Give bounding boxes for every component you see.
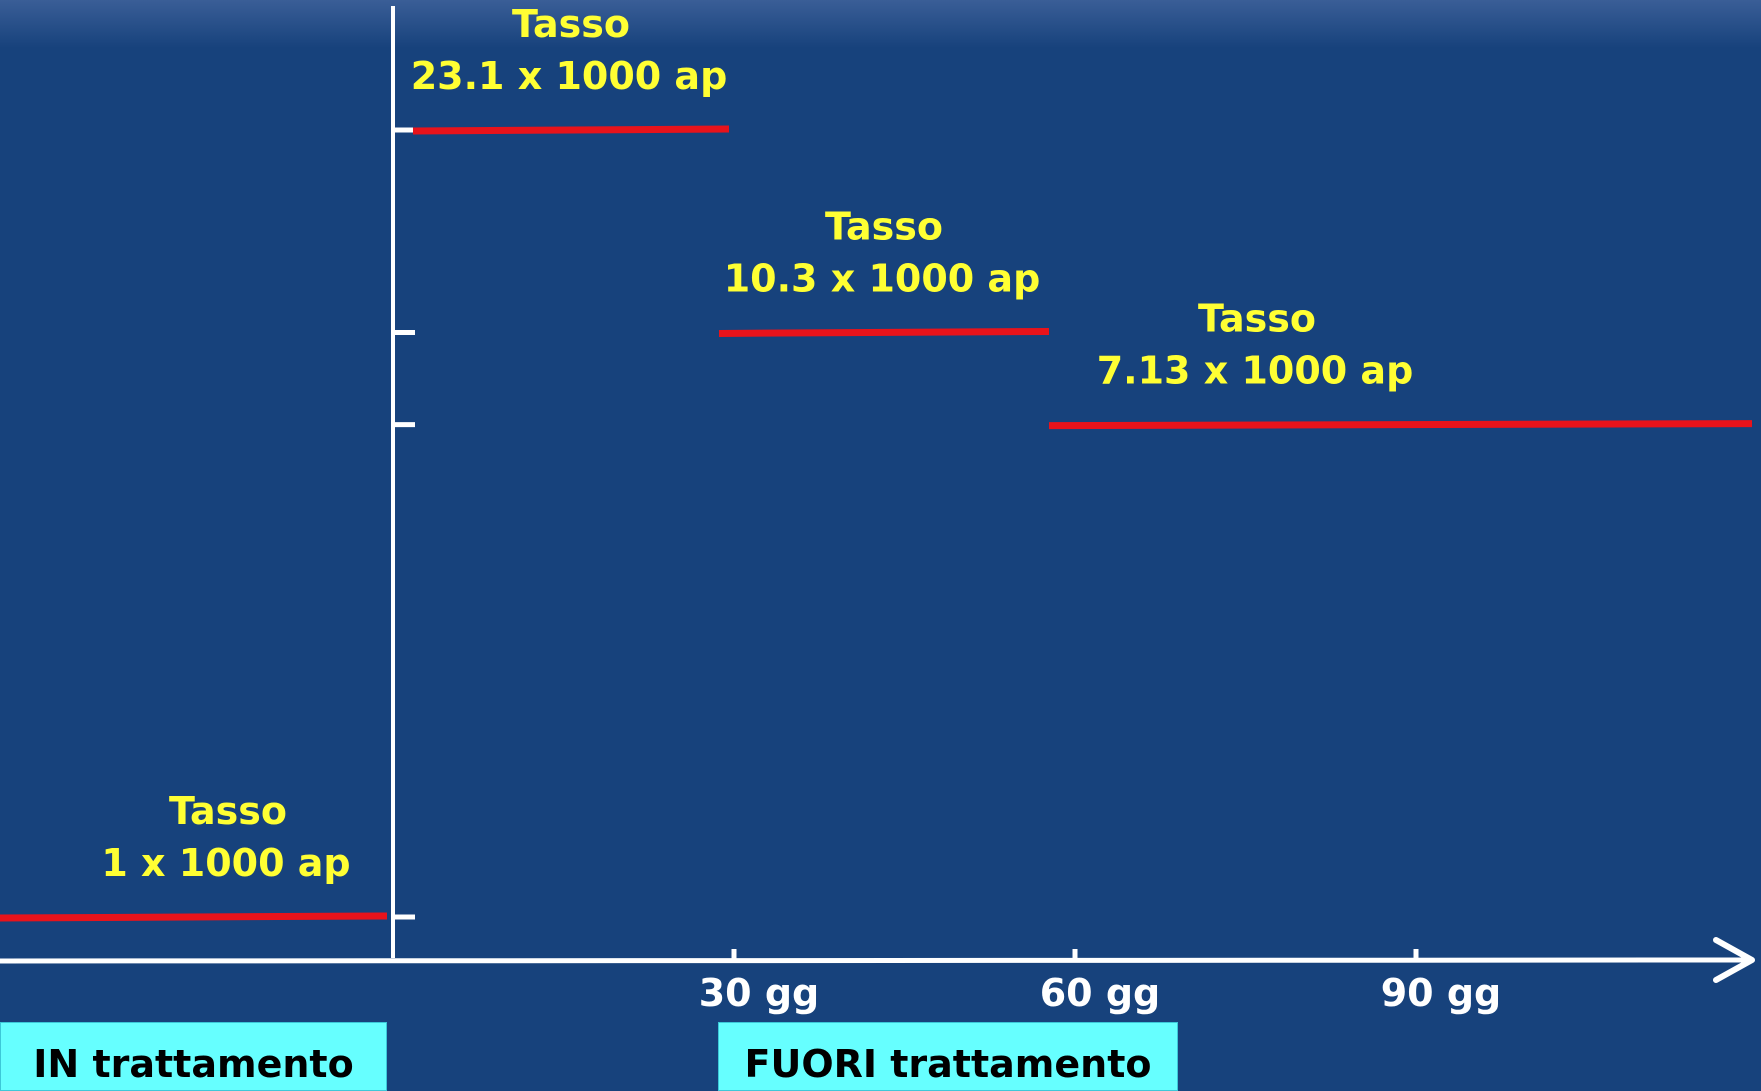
rate-segment	[0, 912, 388, 922]
out-of-treatment-box: FUORI trattamento	[718, 1022, 1178, 1091]
rate-label-value: 1 x 1000 ap	[101, 841, 350, 885]
rate-segment	[718, 327, 1050, 337]
in-treatment-box: IN trattamento	[0, 1022, 387, 1091]
rate-segment	[1048, 420, 1753, 430]
rate-label-title: Tasso	[169, 789, 287, 833]
x-axis-arrowhead	[1713, 937, 1755, 983]
rate-label-title: Tasso	[1198, 297, 1316, 341]
rate-segment	[412, 125, 730, 135]
x-tick-label: 30 gg	[699, 971, 820, 1015]
x-tick-label: 60 gg	[1040, 971, 1161, 1015]
rate-label-value: 7.13 x 1000 ap	[1097, 349, 1414, 393]
rate-label-title: Tasso	[825, 204, 943, 248]
x-tick-label: 90 gg	[1381, 971, 1502, 1015]
rate-label-title: Tasso	[512, 2, 630, 46]
top-gradient-band	[0, 0, 1761, 48]
rate-label-value: 23.1 x 1000 ap	[411, 54, 728, 98]
rate-label-value: 10.3 x 1000 ap	[724, 256, 1041, 300]
x-axis-line	[0, 957, 1749, 964]
